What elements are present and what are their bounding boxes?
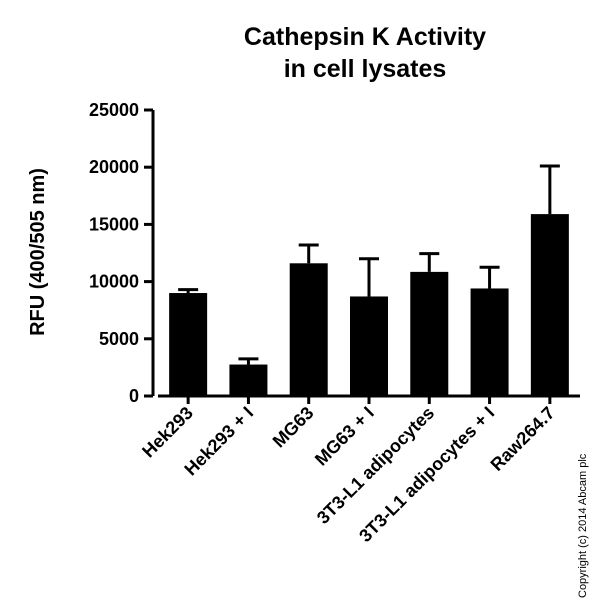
x-tick-label: Hek293 (138, 403, 197, 462)
chart-title-line-1: Cathepsin K Activity (244, 23, 486, 51)
bar (350, 296, 388, 396)
y-tick-label: 0 (129, 386, 139, 406)
y-tick-label: 10000 (89, 272, 139, 292)
bar (470, 288, 509, 396)
y-tick-label: 25000 (89, 100, 139, 120)
copyright-notice: Copyright (c) 2014 Abcam plc (577, 453, 589, 598)
bar (410, 271, 449, 396)
bar (289, 263, 328, 396)
bars (169, 164, 569, 396)
y-tick-label: 15000 (89, 214, 139, 234)
bar (229, 364, 268, 396)
y-axis-label: RFU (400/505 nm) (27, 168, 49, 336)
bar (530, 214, 569, 396)
y-tick-label: 5000 (99, 329, 139, 349)
x-tick-label: Raw264.7 (487, 403, 559, 475)
x-tick-label: 3T3-L1 adipocytes (313, 403, 438, 528)
y-axis: 0 5000 10000 15000 20000 25000 (89, 100, 155, 406)
x-tick-label: MG63 (269, 403, 318, 452)
chart-title-line-2: in cell lysates (284, 55, 447, 83)
y-tick-label: 20000 (89, 157, 139, 177)
bar (169, 293, 208, 396)
